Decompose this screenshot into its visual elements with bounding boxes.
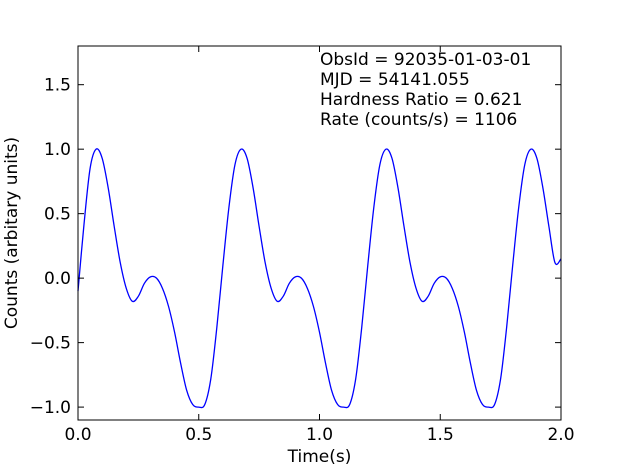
y-tick-label: 0.5	[44, 205, 71, 225]
annotation-rate: Rate (counts/s) = 1106	[320, 110, 517, 130]
annotation-mjd: MJD = 54141.055	[320, 70, 470, 90]
series-line-0	[77, 148, 562, 409]
annotation-block: ObsId = 92035-01-03-01 MJD = 54141.055 H…	[320, 50, 531, 130]
x-axis-label: Time(s)	[287, 447, 352, 467]
y-tick-label: 1.5	[44, 76, 71, 96]
annotation-obsid: ObsId = 92035-01-03-01	[320, 50, 531, 70]
plot-area	[77, 148, 562, 409]
x-tick-label: 2.0	[547, 425, 574, 445]
x-tick-label: 0.0	[64, 425, 91, 445]
x-tick-label: 0.5	[185, 425, 212, 445]
annotation-hardness-ratio: Hardness Ratio = 0.621	[320, 90, 522, 110]
y-tick-label: −0.5	[30, 334, 71, 354]
y-tick-label: 1.0	[44, 140, 71, 160]
x-tick-label: 1.5	[427, 425, 454, 445]
y-tick-label: 0.0	[44, 269, 71, 289]
y-axis-label: Counts (arbitary units)	[2, 137, 22, 329]
x-tick-label: 1.0	[306, 425, 333, 445]
y-tick-label: −1.0	[30, 398, 71, 418]
axis-ticks: 0.0 0.5 1.0 1.5 2.0 −1.0 −0.5 0.0 0.5 1.0 1.5	[30, 46, 575, 445]
